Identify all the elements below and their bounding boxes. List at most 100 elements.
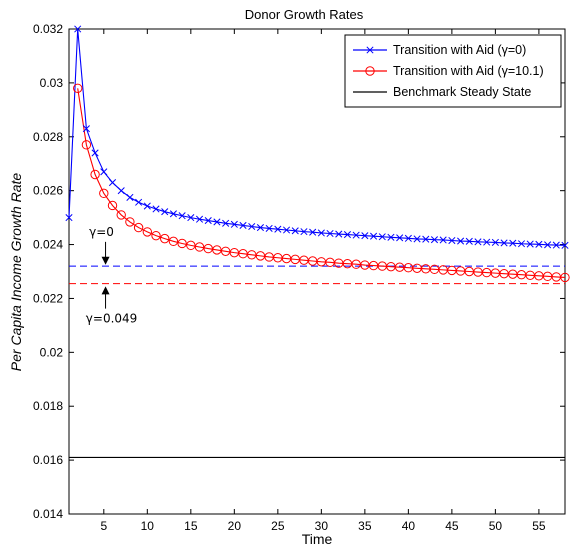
data-point [265, 224, 273, 232]
x-marker-stroke [91, 149, 99, 157]
x-marker-stroke [100, 168, 108, 176]
x-marker-stroke [282, 226, 291, 234]
x-marker-stroke [430, 236, 439, 244]
data-point [370, 232, 378, 240]
data-point [404, 234, 412, 242]
legend-marker [366, 46, 374, 54]
x-marker-stroke [535, 240, 543, 248]
x-marker-stroke [544, 241, 552, 249]
data-point [439, 236, 447, 244]
x-marker-stroke [152, 205, 160, 213]
data-point [204, 217, 212, 225]
legend: Transition with Aid (γ=0) Transition with… [344, 34, 562, 108]
data-point [483, 238, 491, 246]
data-point [343, 231, 352, 239]
data-point [160, 233, 170, 244]
data-point [230, 220, 238, 228]
x-marker-stroke [74, 25, 82, 33]
x-marker-stroke [108, 179, 117, 187]
x-marker-stroke [517, 240, 526, 248]
x-marker-stroke [465, 237, 473, 245]
data-point [491, 238, 499, 246]
data-point [517, 240, 526, 248]
annotation-gamma-0: γ=0 [89, 225, 114, 239]
y-tick-label: 0.014 [33, 507, 63, 521]
data-point [82, 125, 90, 133]
x-marker-stroke [204, 217, 212, 225]
data-point [248, 222, 256, 231]
data-point [361, 232, 369, 240]
y-tick-label: 0.03 [40, 76, 64, 90]
data-point [274, 225, 282, 233]
x-marker-stroke [326, 229, 334, 238]
data-point [133, 222, 144, 233]
x-marker-stroke [526, 240, 534, 248]
data-point [560, 272, 570, 283]
data-point [151, 230, 161, 241]
legend-marker [365, 66, 375, 76]
data-point [300, 228, 308, 236]
annotation-arrowhead [101, 256, 110, 265]
data-point [396, 234, 404, 242]
annotation-gamma-0049: γ=0.049 [86, 312, 138, 326]
data-point [430, 236, 439, 244]
data-point [465, 237, 473, 245]
x-marker-stroke [317, 229, 325, 237]
x-marker-stroke [117, 187, 125, 195]
data-point [74, 25, 82, 33]
data-point [222, 219, 230, 227]
x-marker-stroke [265, 224, 273, 232]
x-tick-label: 15 [184, 519, 198, 533]
x-marker-stroke [248, 222, 256, 231]
series-line-0 [68, 28, 566, 246]
x-marker-stroke [396, 234, 404, 242]
plot-area: γ=0 γ=0.049 [65, 25, 570, 515]
x-marker-stroke [413, 235, 421, 243]
x-marker-stroke [143, 202, 151, 210]
data-point [100, 168, 108, 176]
data-point [256, 224, 264, 232]
x-tick-label: 5 [100, 519, 107, 533]
data-point [552, 241, 560, 249]
data-point [413, 235, 421, 243]
series-markers [65, 25, 570, 283]
y-tick-label: 0.024 [33, 238, 63, 252]
x-marker-stroke [422, 235, 430, 243]
data-point [387, 233, 395, 241]
data-point [135, 198, 143, 206]
data-point [177, 238, 187, 249]
legend-label: Benchmark Steady State [393, 85, 531, 99]
x-tick-label: 40 [402, 519, 416, 533]
x-axis-label: Time [302, 531, 333, 547]
x-tick-label: 30 [315, 519, 329, 533]
x-tick-labels: 5 10 15 20 25 30 35 40 45 50 55 [100, 519, 545, 533]
x-marker-stroke [65, 214, 73, 222]
data-point [81, 140, 92, 150]
chart-title: Donor Growth Rates [245, 7, 364, 22]
x-marker-stroke [361, 232, 369, 240]
data-point [116, 210, 126, 220]
legend-label: Transition with Aid (γ=10.1) [393, 64, 544, 78]
data-point [187, 214, 195, 222]
data-point [282, 226, 291, 234]
x-marker-stroke [178, 212, 186, 220]
data-point [239, 221, 247, 229]
x-tick-label: 45 [445, 519, 459, 533]
y-axis-label: Per Capita Income Growth Rate [8, 173, 24, 372]
data-point [99, 188, 109, 199]
x-tick-label: 35 [358, 519, 372, 533]
data-point [535, 240, 543, 248]
data-point [194, 242, 205, 252]
x-marker-stroke [561, 241, 569, 249]
data-point [335, 230, 343, 238]
x-marker-stroke [378, 233, 386, 241]
data-point [526, 240, 534, 248]
data-point [448, 236, 456, 245]
y-tick-label: 0.032 [33, 22, 63, 36]
x-tick-label: 25 [271, 519, 285, 533]
x-marker-stroke [135, 198, 143, 206]
x-marker-stroke [509, 239, 517, 247]
x-marker-stroke [309, 228, 317, 236]
data-point [152, 205, 160, 213]
x-marker-stroke [256, 224, 264, 232]
